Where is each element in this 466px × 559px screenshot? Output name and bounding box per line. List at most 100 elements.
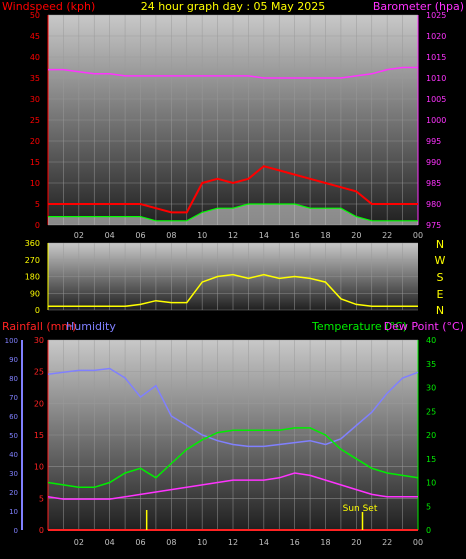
direction-series <box>48 273 418 308</box>
temperature-tick-label: 10 <box>426 479 436 488</box>
humidity-tick-label: 80 <box>9 375 18 383</box>
humidity-tick-label: 40 <box>9 451 18 459</box>
top-x-axis: 02 04 06 08 10 12 14 16 18 20 22 00 <box>74 231 423 240</box>
humidity-tick-label: 0 <box>14 527 18 535</box>
barometer-axis: 975 980 985 990 995 1000 1005 1010 1015 1020 1025 <box>417 11 446 230</box>
compass-n-top: N <box>436 238 444 251</box>
x-tick-label: 10 <box>197 231 207 240</box>
barometer-axis-title: Barometer (hpa) <box>373 0 464 13</box>
x-tick-label: 12 <box>228 231 238 240</box>
barometer-tick-label: 1010 <box>426 74 446 83</box>
top-panel-grid <box>48 14 418 226</box>
humidity-tick-label: 30 <box>9 470 18 478</box>
barometer-tick-label: 1005 <box>426 95 446 104</box>
compass-w: W <box>435 254 446 267</box>
direction-axis: 0 90 180 270 360 <box>25 239 49 315</box>
x-tick-label: 08 <box>166 538 176 547</box>
top-panel-series <box>48 66 418 225</box>
compass-labels: N W S E N <box>435 238 446 317</box>
x-tick-label: 14 <box>259 231 269 240</box>
windspeed-axis-title: Windspeed (kph) <box>2 0 95 13</box>
humidity-tick-label: 50 <box>9 432 18 440</box>
x-tick-label: 16 <box>290 538 300 547</box>
x-tick-label: 02 <box>74 231 84 240</box>
x-tick-label: 12 <box>228 538 238 547</box>
x-tick-label: 22 <box>382 538 392 547</box>
rainfall-tick-label: 25 <box>34 368 44 377</box>
barometer-tick-label: 1000 <box>426 116 446 125</box>
direction-tick-label: 180 <box>25 273 40 282</box>
direction-tick-label: 270 <box>25 256 40 265</box>
temperature-tick-label: 30 <box>426 384 436 393</box>
wind-direction-line <box>48 273 418 308</box>
humidity-axis: 0 10 20 30 40 50 60 70 80 90 100 <box>5 337 23 535</box>
barometer-tick-label: 985 <box>426 179 441 188</box>
windspeed-tick-label: 50 <box>30 11 40 20</box>
x-tick-label: 04 <box>105 231 115 240</box>
x-tick-label: 18 <box>320 231 330 240</box>
rainfall-tick-label: 20 <box>34 399 44 408</box>
x-tick-label: 02 <box>74 538 84 547</box>
x-tick-label: 04 <box>105 538 115 547</box>
windspeed-tick-label: 30 <box>30 95 40 104</box>
x-tick-label: 22 <box>382 231 392 240</box>
humidity-tick-label: 60 <box>9 413 18 421</box>
x-tick-label: 20 <box>351 538 361 547</box>
bottom-panel-series <box>47 367 419 531</box>
x-tick-label: 06 <box>135 538 145 547</box>
temperature-line <box>47 427 419 489</box>
x-tick-label: 06 <box>135 231 145 240</box>
humidity-line <box>47 367 419 448</box>
rainfall-tick-label: 15 <box>34 431 44 440</box>
direction-tick-label: 90 <box>30 289 40 298</box>
temperature-tick-label: 40 <box>426 336 436 345</box>
barometer-tick-label: 995 <box>426 137 441 146</box>
humidity-tick-label: 100 <box>5 337 18 345</box>
windspeed-line <box>48 165 418 214</box>
bottom-x-axis: 02 04 06 08 10 12 14 16 18 20 22 00 <box>74 538 423 547</box>
humidity-tick-label: 90 <box>9 356 18 364</box>
windspeed-tick-label: 35 <box>30 74 40 83</box>
temperature-axis: 0 5 10 15 20 25 30 35 40 <box>417 336 436 535</box>
x-tick-label: 18 <box>320 538 330 547</box>
temperature-tick-label: 25 <box>426 407 436 416</box>
barometer-line <box>48 66 418 79</box>
x-tick-label: 10 <box>197 538 207 547</box>
sunset-label: Sun Set <box>343 504 378 514</box>
windspeed-tick-label: 40 <box>30 53 40 62</box>
temperature-tick-label: 20 <box>426 431 436 440</box>
temperature-tick-label: 15 <box>426 455 436 464</box>
windspeed-tick-label: 20 <box>30 137 40 146</box>
windspeed-tick-label: 15 <box>30 158 40 167</box>
windspeed-tick-label: 0 <box>35 221 40 230</box>
barometer-tick-label: 975 <box>426 221 441 230</box>
rainfall-tick-label: 0 <box>39 526 44 535</box>
windspeed-tick-label: 45 <box>30 32 40 41</box>
compass-e: E <box>437 288 444 301</box>
x-tick-label: 16 <box>290 231 300 240</box>
direction-tick-label: 0 <box>35 306 40 315</box>
barometer-tick-label: 1020 <box>426 32 446 41</box>
wind-average-area <box>48 204 418 225</box>
wind-average-line <box>48 203 418 222</box>
barometer-tick-label: 980 <box>426 200 441 209</box>
rainfall-tick-label: 10 <box>34 463 44 472</box>
temperature-axis-title: Temperature (°C) <box>311 320 407 333</box>
humidity-axis-title: Humidity <box>66 320 116 333</box>
rainfall-axis: 0 5 10 15 20 25 30 <box>34 336 49 535</box>
dewpoint-axis-title: Dew Point (°C) <box>384 320 464 333</box>
windspeed-tick-label: 5 <box>35 200 40 209</box>
x-tick-label: 08 <box>166 231 176 240</box>
barometer-tick-label: 990 <box>426 158 441 167</box>
direction-panel-grid <box>48 242 418 311</box>
rainfall-tick-label: 30 <box>34 336 44 345</box>
windspeed-tick-label: 25 <box>30 116 40 125</box>
dewpoint-line <box>47 472 418 500</box>
chart-title: 24 hour graph day : 05 May 2025 <box>141 0 326 13</box>
temperature-tick-label: 0 <box>426 526 431 535</box>
x-tick-label: 20 <box>351 231 361 240</box>
compass-s: S <box>437 271 444 284</box>
barometer-tick-label: 1015 <box>426 53 446 62</box>
humidity-tick-label: 10 <box>9 508 18 516</box>
